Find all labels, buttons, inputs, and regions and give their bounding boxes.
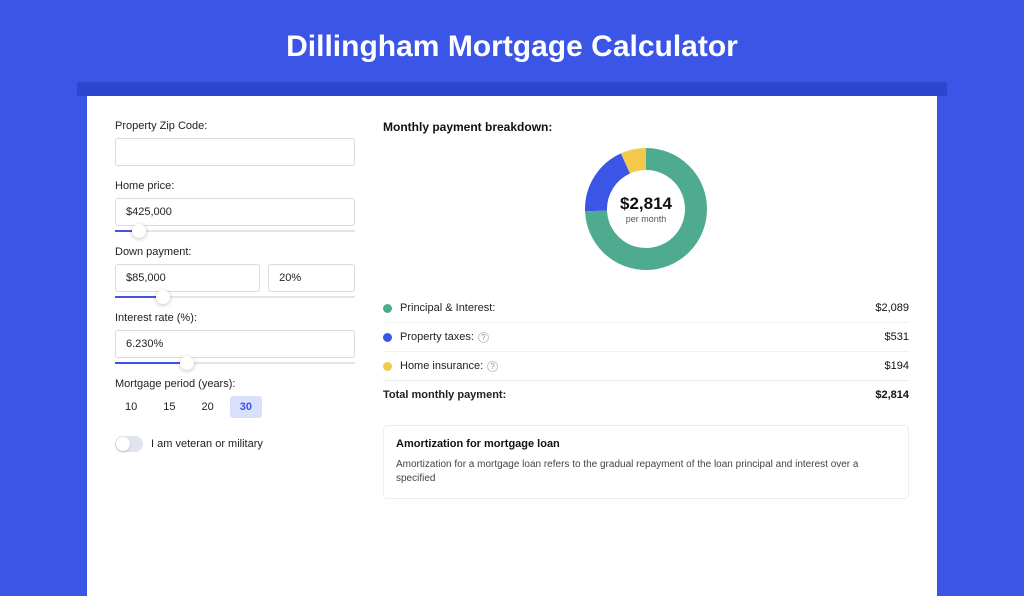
toggle-knob xyxy=(116,437,130,451)
home-price-label: Home price: xyxy=(115,180,355,192)
breakdown-heading: Monthly payment breakdown: xyxy=(383,120,909,134)
mortgage-period-group: Mortgage period (years): 10 15 20 30 xyxy=(115,378,355,418)
donut-amount: $2,814 xyxy=(620,194,672,214)
home-price-slider[interactable] xyxy=(115,230,355,232)
zip-group: Property Zip Code: xyxy=(115,120,355,166)
down-payment-group: Down payment: xyxy=(115,246,355,298)
legend-dot xyxy=(383,362,392,371)
legend-value: $531 xyxy=(885,331,909,343)
breakdown-column: Monthly payment breakdown: $2,814 per mo… xyxy=(383,120,909,572)
amortization-box: Amortization for mortgage loan Amortizat… xyxy=(383,425,909,499)
slider-thumb[interactable] xyxy=(132,224,146,238)
down-payment-input[interactable] xyxy=(115,264,260,292)
interest-rate-label: Interest rate (%): xyxy=(115,312,355,324)
legend-row: Home insurance:? $194 xyxy=(383,351,909,380)
page-background: Dillingham Mortgage Calculator Property … xyxy=(0,0,1024,512)
donut-chart-wrap: $2,814 per month xyxy=(383,144,909,274)
legend-value: $194 xyxy=(885,360,909,372)
down-payment-label: Down payment: xyxy=(115,246,355,258)
total-value: $2,814 xyxy=(875,389,909,401)
donut-chart: $2,814 per month xyxy=(581,144,711,274)
home-price-input[interactable] xyxy=(115,198,355,226)
legend: Principal & Interest: $2,089 Property taxe… xyxy=(383,294,909,380)
interest-rate-input[interactable] xyxy=(115,330,355,358)
legend-label: Property taxes: xyxy=(400,331,474,343)
donut-center: $2,814 per month xyxy=(581,144,711,274)
interest-rate-group: Interest rate (%): xyxy=(115,312,355,364)
down-payment-slider[interactable] xyxy=(115,296,355,298)
period-button-15[interactable]: 15 xyxy=(153,396,185,418)
page-title: Dillingham Mortgage Calculator xyxy=(0,30,1024,64)
slider-thumb[interactable] xyxy=(180,356,194,370)
legend-value: $2,089 xyxy=(875,302,909,314)
legend-dot xyxy=(383,304,392,313)
info-icon[interactable]: ? xyxy=(487,361,498,372)
period-button-30[interactable]: 30 xyxy=(230,396,262,418)
info-icon[interactable]: ? xyxy=(478,332,489,343)
legend-row: Principal & Interest: $2,089 xyxy=(383,294,909,322)
legend-label: Principal & Interest: xyxy=(400,302,495,314)
amortization-title: Amortization for mortgage loan xyxy=(396,438,896,450)
inputs-column: Property Zip Code: Home price: Down paym… xyxy=(115,120,355,572)
slider-thumb[interactable] xyxy=(156,290,170,304)
total-label: Total monthly payment: xyxy=(383,389,506,401)
home-price-group: Home price: xyxy=(115,180,355,232)
period-button-20[interactable]: 20 xyxy=(192,396,224,418)
zip-input[interactable] xyxy=(115,138,355,166)
card-shadow-strip xyxy=(77,82,947,96)
period-button-10[interactable]: 10 xyxy=(115,396,147,418)
legend-label: Home insurance: xyxy=(400,360,483,372)
mortgage-period-label: Mortgage period (years): xyxy=(115,378,355,390)
veteran-toggle-row: I am veteran or military xyxy=(115,436,355,452)
donut-sub-label: per month xyxy=(626,214,667,224)
interest-rate-slider[interactable] xyxy=(115,362,355,364)
mortgage-period-options: 10 15 20 30 xyxy=(115,396,355,418)
slider-fill xyxy=(115,362,187,364)
veteran-toggle[interactable] xyxy=(115,436,143,452)
veteran-label: I am veteran or military xyxy=(151,438,263,450)
calculator-card: Property Zip Code: Home price: Down paym… xyxy=(87,96,937,596)
down-payment-pct-input[interactable] xyxy=(268,264,355,292)
zip-label: Property Zip Code: xyxy=(115,120,355,132)
amortization-text: Amortization for a mortgage loan refers … xyxy=(396,458,896,486)
total-row: Total monthly payment: $2,814 xyxy=(383,380,909,409)
legend-row: Property taxes:? $531 xyxy=(383,322,909,351)
legend-dot xyxy=(383,333,392,342)
